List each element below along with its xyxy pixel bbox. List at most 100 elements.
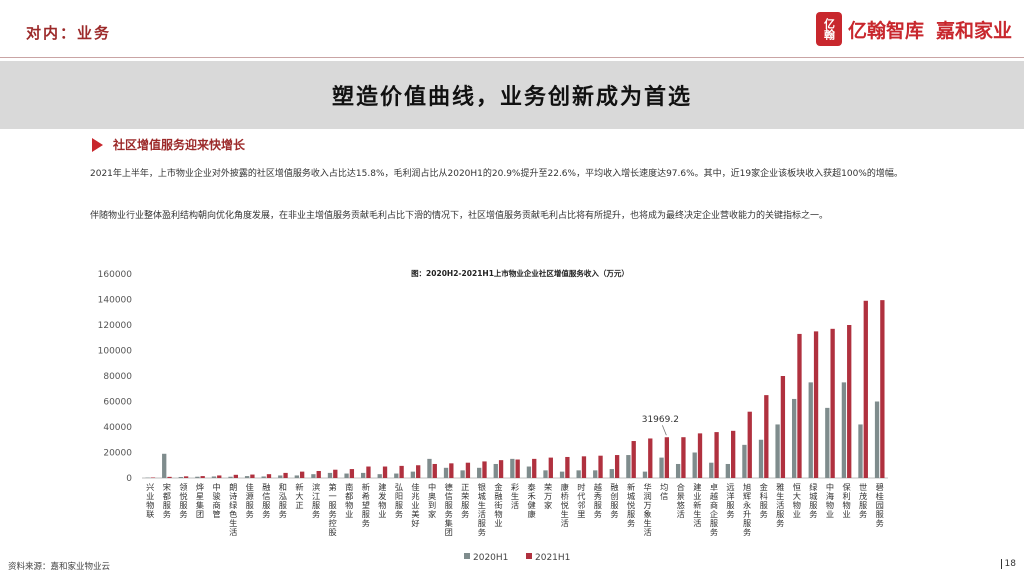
bar-2020h1 xyxy=(477,467,482,478)
y-tick-label: 80000 xyxy=(103,372,132,382)
bar-2021h1 xyxy=(183,476,189,478)
bar-2021h1 xyxy=(333,469,338,478)
bar-2021h1 xyxy=(299,471,305,478)
bar-2020h1 xyxy=(609,469,614,478)
bar-2021h1 xyxy=(714,432,719,478)
x-tick-label: 中奥到家 xyxy=(428,482,436,519)
bar-2020h1 xyxy=(626,455,631,478)
x-tick-label: 时代邻里 xyxy=(577,482,585,519)
bar-2021h1 xyxy=(349,469,355,478)
x-tick-label: 彩生活 xyxy=(511,482,519,510)
x-tick-label: 新大正 xyxy=(295,482,303,510)
brand-logo: 亿翰 亿翰智库 嘉和家业 xyxy=(815,12,1012,46)
bar-2021h1 xyxy=(465,462,471,478)
x-tick-label: 佳兆业美好 xyxy=(411,482,419,528)
bar-2020h1 xyxy=(593,470,598,478)
page-title: 塑造价值曲线，业务创新成为首选 xyxy=(331,84,692,110)
bar-2020h1 xyxy=(178,476,183,478)
bar-2020h1 xyxy=(692,452,697,478)
bar-2021h1 xyxy=(565,456,570,478)
bar-2021h1 xyxy=(664,437,670,478)
bar-2020h1 xyxy=(874,401,880,478)
bar-2021h1 xyxy=(250,474,255,478)
x-tick-label: 烨星集团 xyxy=(196,482,204,519)
bar-2020h1 xyxy=(493,463,498,478)
bar-2021h1 xyxy=(847,325,852,478)
y-tick-label: 140000 xyxy=(98,296,133,306)
legend-label: 2020H1 xyxy=(473,553,508,563)
bar-2020h1 xyxy=(576,470,581,478)
y-tick-label: 60000 xyxy=(103,398,132,408)
bar-2020h1 xyxy=(858,424,863,478)
bar-chart: 图：2020H2-2021H1上市物业企业社区增值服务收入（万元） 0 20000 4… xyxy=(80,262,900,572)
y-tick-label: 40000 xyxy=(103,423,132,433)
bar-2021h1 xyxy=(830,328,835,478)
bar-2020h1 xyxy=(427,458,432,478)
x-tick-label: 康桥悦生活 xyxy=(561,482,569,528)
x-tick-label: 合景悠活 xyxy=(677,482,685,519)
section-label: 对内：业务 xyxy=(26,24,112,42)
bar-2020h1 xyxy=(211,476,217,478)
bar-2021h1 xyxy=(449,463,454,478)
bar-2021h1 xyxy=(432,463,437,478)
bar-2021h1 xyxy=(233,474,238,478)
x-tick-label: 金科服务 xyxy=(760,482,768,519)
bar-2021h1 xyxy=(548,457,553,478)
x-tick-label: 荣万家 xyxy=(544,482,552,510)
bar-2021h1 xyxy=(167,476,172,478)
bar-2020h1 xyxy=(725,463,731,478)
x-tick-label: 泰禾健康 xyxy=(527,482,535,519)
x-tick-label: 南都物业 xyxy=(345,482,353,519)
x-tick-label: 绿城服务 xyxy=(809,482,817,519)
bar-2021h1 xyxy=(283,472,288,478)
x-tick-label: 融创服务 xyxy=(610,482,618,519)
bar-2020h1 xyxy=(808,382,813,478)
x-tick-label: 正荣服务 xyxy=(461,482,469,519)
x-tick-label: 银城生活服务 xyxy=(478,482,486,537)
bar-2020h1 xyxy=(543,470,548,478)
bar-2021h1 xyxy=(515,459,520,478)
x-tick-label: 佳源服务 xyxy=(246,482,254,519)
x-tick-label: 弘阳服务 xyxy=(395,482,403,519)
bar-2020h1 xyxy=(758,439,764,478)
bar-2020h1 xyxy=(360,472,366,478)
x-tick-label: 宋都服务 xyxy=(163,482,171,519)
bar-2021h1 xyxy=(764,395,769,478)
x-tick-label: 雅生活服务 xyxy=(776,482,784,528)
paragraph-1: 2021年上半年，上市物业企业对外披露的社区增值服务收入占比达15.8%，毛利润… xyxy=(90,169,903,179)
bar-2021h1 xyxy=(780,376,786,478)
y-tick-label: 0 xyxy=(126,474,132,484)
bar-2020h1 xyxy=(841,382,847,478)
x-tick-label: 保利物业 xyxy=(842,482,851,519)
legend-label: 2021H1 xyxy=(535,553,570,563)
bar-2020h1 xyxy=(294,475,299,478)
bar-2020h1 xyxy=(460,470,465,478)
bar-2020h1 xyxy=(261,476,266,478)
bar-2021h1 xyxy=(880,300,885,478)
bar-2021h1 xyxy=(598,455,603,478)
y-tick-label: 160000 xyxy=(98,270,133,280)
bar-2021h1 xyxy=(150,477,156,478)
x-tick-label: 和泓服务 xyxy=(279,482,287,519)
bar-2020h1 xyxy=(742,444,747,478)
bar-2021h1 xyxy=(266,474,272,478)
bar-2021h1 xyxy=(382,466,388,478)
bar-2021h1 xyxy=(399,465,404,478)
bar-2020h1 xyxy=(510,458,515,478)
bar-2020h1 xyxy=(526,466,532,478)
bar-2021h1 xyxy=(731,430,736,478)
bar-2021h1 xyxy=(797,333,802,478)
bar-2020h1 xyxy=(792,398,797,478)
x-tick-label: 恒大物业 xyxy=(793,482,801,519)
bar-2021h1 xyxy=(316,470,321,478)
x-tick-label: 金融街物业 xyxy=(494,482,502,528)
bar-2021h1 xyxy=(747,411,752,478)
bar-2021h1 xyxy=(614,455,620,478)
bar-2021h1 xyxy=(863,300,868,478)
bar-2021h1 xyxy=(697,433,703,478)
x-tick-label: 第一服务控股 xyxy=(329,482,337,537)
chart-svg: 图：2020H2-2021H1上市物业企业社区增值服务收入（万元） 0 20000 4… xyxy=(98,268,888,563)
y-tick-label: 100000 xyxy=(98,347,133,357)
bar-2020h1 xyxy=(244,476,250,478)
bar-2020h1 xyxy=(377,474,382,478)
